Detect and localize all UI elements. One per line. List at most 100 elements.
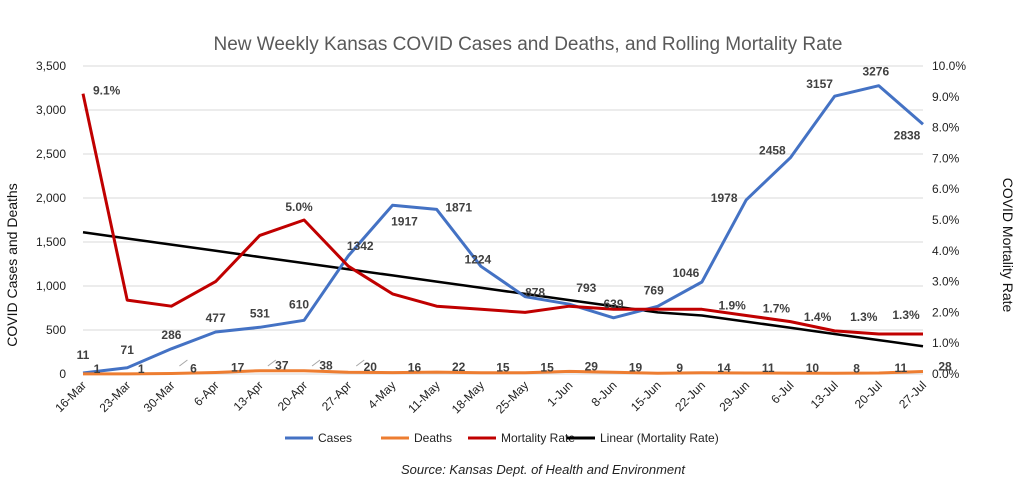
deaths-data-label: 6 (190, 361, 197, 375)
x-tick-label: 4-May (365, 378, 398, 411)
y-tick-label: 0 (59, 367, 66, 381)
y-axis-ticks: 0 500 1,000 1,500 2,000 2,500 3,000 3,500 (36, 59, 66, 381)
cases-data-label: 610 (289, 297, 309, 311)
deaths-data-label: 9 (676, 361, 683, 375)
cases-data-label: 1046 (673, 266, 700, 280)
y2-tick-label: 3.0% (932, 275, 960, 289)
y2-axis-ticks: 0.0% 1.0% 2.0% 3.0% 4.0% 5.0% 6.0% 7.0% 8.0% 9.0%… (932, 59, 966, 381)
x-tick-label: 6-Apr (191, 378, 222, 409)
deaths-data-label: 28 (938, 360, 952, 374)
cases-data-label: 531 (250, 306, 270, 320)
cases-data-label: 1978 (711, 191, 738, 205)
cases-data-label: 639 (604, 297, 624, 311)
deaths-data-label: 38 (319, 359, 333, 373)
cases-data-label: 3276 (862, 65, 889, 79)
y-tick-label: 3,500 (36, 59, 66, 73)
mortality-data-label: 1.9% (718, 298, 746, 312)
x-tick-label: 18-May (449, 378, 487, 416)
deaths-data-label: 37 (275, 359, 289, 373)
leader-line (355, 359, 365, 367)
x-tick-label: 30-Mar (141, 378, 178, 415)
deaths-data-label: 19 (629, 360, 643, 374)
leader-line (267, 359, 277, 367)
cases-data-label: 1342 (347, 239, 374, 253)
x-axis-ticks: 16-Mar 23-Mar 30-Mar 6-Apr 13-Apr 20-Apr 27-Ap… (52, 378, 929, 416)
legend-label: Deaths (414, 431, 452, 445)
y2-tick-label: 4.0% (932, 244, 960, 258)
cases-data-label: 477 (206, 311, 226, 325)
cases-data-label: 11 (77, 348, 90, 362)
y2-tick-label: 1.0% (932, 336, 960, 350)
y2-axis-title: COVID Mortality Rate (1000, 178, 1016, 313)
y2-tick-label: 0.0% (932, 367, 960, 381)
x-tick-label: 22-Jun (672, 378, 708, 414)
cases-data-label: 2458 (759, 144, 786, 158)
deaths-data-label: 14 (717, 361, 731, 375)
deaths-data-label: 11 (762, 361, 775, 375)
deaths-data-label: 15 (496, 361, 510, 375)
series-group (81, 84, 924, 376)
x-tick-label: 8-Jun (589, 378, 620, 409)
y2-tick-label: 10.0% (932, 59, 966, 73)
deaths-data-label: 29 (585, 359, 599, 373)
x-tick-label: 29-Jun (716, 378, 752, 414)
x-tick-label: 13-Apr (231, 378, 266, 413)
cases-data-label: 2838 (894, 128, 921, 142)
y2-tick-label: 6.0% (932, 182, 960, 196)
deaths-data-label: 11 (894, 361, 907, 375)
legend: Cases Deaths Mortality Rate Linear (Mortali… (285, 431, 719, 445)
x-tick-label: 16-Mar (52, 378, 89, 415)
leader-line (311, 359, 321, 367)
x-tick-label: 27-Apr (319, 378, 354, 413)
x-tick-label: 6-Jul (768, 378, 796, 406)
x-tick-label: 27-Jul (896, 378, 929, 411)
deaths-data-label: 1 (138, 362, 145, 376)
x-tick-label: 13-Jul (808, 378, 841, 411)
x-tick-label: 23-Mar (97, 378, 134, 415)
legend-label: Mortality Rate (501, 431, 575, 445)
x-tick-label: 20-Jul (852, 378, 885, 411)
y2-tick-label: 8.0% (932, 121, 960, 135)
y-tick-label: 3,000 (36, 103, 66, 117)
cases-data-label: 71 (121, 343, 135, 357)
mortality-data-label: 1.3% (892, 308, 920, 322)
legend-label: Linear (Mortality Rate) (600, 431, 719, 445)
x-tick-label: 15-Jun (628, 378, 664, 414)
deaths-data-label: 16 (408, 361, 422, 375)
y-axis-title: COVID Cases and Deaths (4, 183, 20, 346)
y-tick-label: 1,000 (36, 279, 66, 293)
x-tick-label: 1-Jun (544, 378, 575, 409)
cases-data-label: 769 (644, 283, 664, 297)
series-line (82, 84, 924, 375)
y2-tick-label: 5.0% (932, 213, 960, 227)
source-note: Source: Kansas Dept. of Health and Envir… (401, 462, 686, 477)
y-tick-label: 1,500 (36, 235, 66, 249)
cases-data-label: 793 (576, 281, 596, 295)
mortality-data-label: 9.1% (93, 84, 121, 98)
series-line (81, 93, 923, 336)
deaths-data-label: 10 (806, 361, 820, 375)
legend-label: Cases (318, 431, 352, 445)
cases-data-label: 1917 (391, 214, 418, 228)
y2-tick-label: 9.0% (932, 90, 960, 104)
y2-tick-label: 7.0% (932, 151, 960, 165)
mortality-data-label: 5.0% (285, 200, 313, 214)
deaths-data-label: 8 (853, 361, 860, 375)
series-line (83, 369, 924, 376)
x-tick-label: 25-May (493, 378, 531, 416)
deaths-data-label: 22 (452, 360, 466, 374)
x-tick-label: 20-Apr (275, 378, 310, 413)
cases-data-label: 878 (525, 286, 545, 300)
cases-data-label: 1224 (465, 252, 492, 266)
cases-data-label: 3157 (806, 77, 833, 91)
y2-tick-label: 2.0% (932, 305, 960, 319)
series-line (82, 231, 924, 348)
deaths-data-label: 20 (364, 360, 378, 374)
leader-line (179, 359, 188, 367)
chart-title: New Weekly Kansas COVID Cases and Deaths… (213, 34, 842, 55)
deaths-data-label: 17 (231, 361, 245, 375)
y-tick-label: 500 (46, 323, 66, 337)
y-tick-label: 2,500 (36, 147, 66, 161)
